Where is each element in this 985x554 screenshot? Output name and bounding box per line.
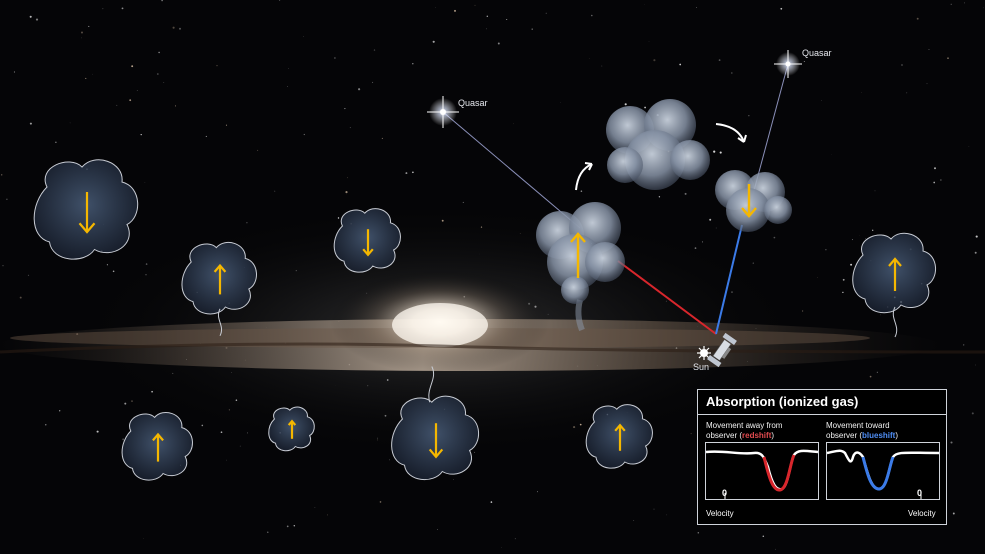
sun-icon [697, 346, 711, 360]
down-arrow-icon [428, 423, 444, 459]
quasar-star-icon [774, 50, 802, 78]
blueshift-sightline [715, 224, 743, 335]
panel-title: Absorption (ionized gas) [706, 394, 859, 409]
up-arrow-icon [570, 232, 586, 278]
blueshift-zero-label: 0 [917, 488, 923, 498]
telescope-icon [707, 332, 737, 368]
high-velocity-cloud [181, 241, 257, 337]
blueshift-absorption-line [826, 449, 940, 499]
high-velocity-cloud [33, 159, 139, 260]
up-arrow-icon [213, 263, 227, 295]
curved-arrow-icon [575, 163, 593, 191]
up-arrow-icon [152, 432, 164, 462]
redshift-spectrum-plot [705, 442, 819, 500]
high-velocity-cloud [121, 412, 193, 481]
quasar-label-right: Quasar [802, 48, 832, 58]
redshift-velocity-label: Velocity [706, 509, 734, 518]
up-arrow-icon [287, 419, 297, 439]
blueshift-spectrum-plot [826, 442, 940, 500]
panel-divider [698, 414, 946, 415]
redshift-absorption-line [705, 449, 819, 499]
gas-cloud-top [606, 99, 710, 190]
high-velocity-clouds [33, 159, 936, 481]
blueshift-label: blueshift [862, 430, 896, 440]
curved-arrow-icon [715, 123, 745, 143]
up-arrow-icon [888, 257, 902, 291]
quasar-label-left: Quasar [458, 98, 488, 108]
high-velocity-cloud [391, 366, 480, 480]
gas-cloud-falling [715, 170, 792, 232]
high-velocity-cloud [268, 406, 315, 452]
sun-label: Sun [693, 362, 710, 372]
quasar-sightline-left [442, 111, 581, 229]
redshift-caption: Movement away from observer (redshift) [706, 421, 783, 440]
down-arrow-icon [362, 229, 374, 257]
blueshift-velocity-label: Velocity [908, 509, 936, 518]
down-arrow-icon [78, 192, 96, 234]
up-arrow-icon [614, 423, 626, 451]
quasar-star-icon [427, 96, 459, 128]
absorption-legend-panel: Absorption (ionized gas) Movement away f… [697, 389, 947, 525]
gas-cloud-rising [536, 202, 625, 332]
blueshift-caption: Movement toward observer (blueshift) [826, 421, 899, 440]
down-arrow-icon [741, 184, 757, 218]
high-velocity-cloud [585, 404, 653, 469]
redshift-label: redshift [742, 430, 772, 440]
redshift-sightline [617, 260, 717, 335]
high-velocity-cloud [852, 232, 936, 338]
redshift-zero-label: 0 [722, 488, 728, 498]
high-velocity-cloud [333, 208, 401, 273]
